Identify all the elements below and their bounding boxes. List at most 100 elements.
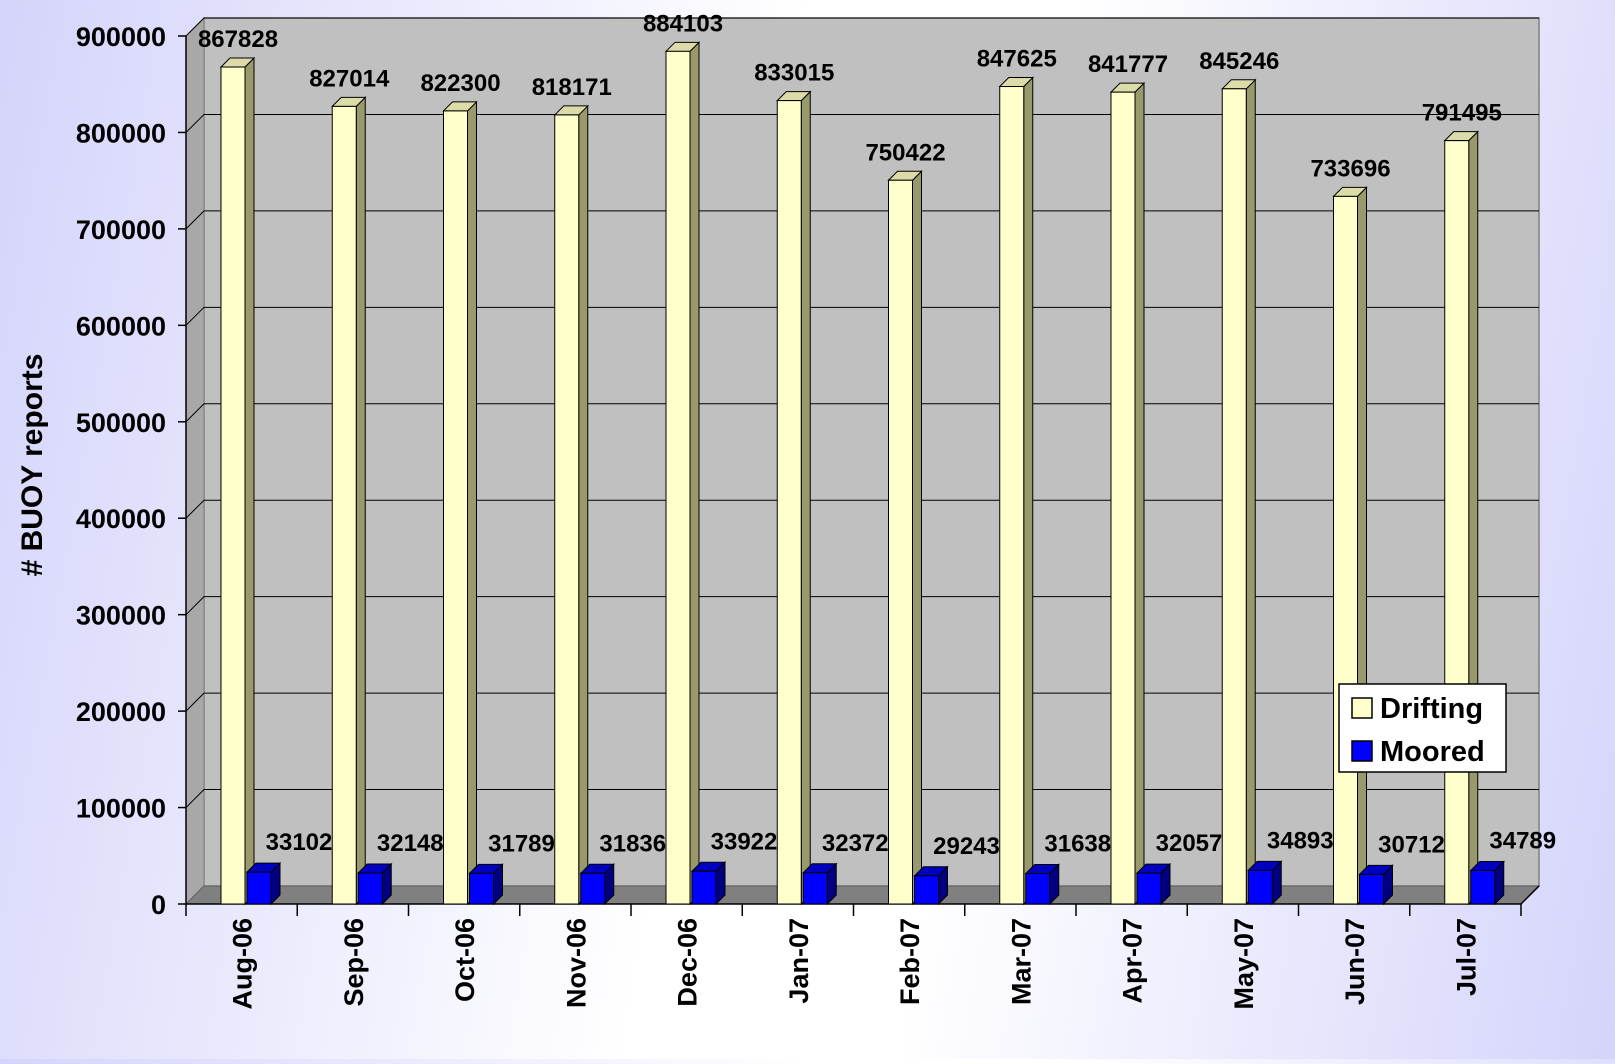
plot-side-wall [185,16,205,906]
legend-swatch-drifting [1351,697,1373,719]
drifting-bar [554,114,580,905]
drifting-data-label: 884103 [643,10,723,37]
drifting-bar-side [1023,76,1034,906]
drifting-bar-side [1357,186,1367,906]
moored-data-label: 33922 [711,828,778,855]
legend-label-moored: Moored [1380,736,1485,768]
x-axis-depth-line [1520,885,1540,905]
moored-bar [246,871,272,905]
moored-data-label: 32057 [1156,830,1223,857]
y-tick-label: 900000 [76,22,166,52]
y-tick-label: 300000 [76,601,166,631]
gridline [185,306,1539,326]
drifting-bar-side [912,170,922,906]
x-tick-label: Jun-07 [1340,918,1370,1005]
legend-swatch-moored [1351,740,1373,762]
drifting-data-label: 833015 [754,60,834,87]
drifting-bar-side [1134,81,1145,906]
drifting-bar [1444,140,1470,905]
moored-bar [1136,872,1162,905]
drifting-data-label: 827014 [309,65,390,92]
drifting-bar-side [800,90,811,906]
gridline [185,789,1539,808]
y-tick-label: 400000 [76,504,166,534]
moored-data-label: 33102 [266,829,333,856]
moored-data-label: 31789 [488,830,555,857]
drifting-bar-side [689,41,700,906]
moored-bar [914,875,939,905]
drifting-bar [443,110,468,905]
moored-bar [802,872,828,905]
moored-bar [1470,869,1496,905]
drifting-bar [1221,88,1247,905]
x-tick-label: Apr-07 [1118,918,1148,1004]
drifting-data-label: 841777 [1088,51,1168,78]
drifting-bar [1110,91,1136,905]
drifting-data-label: 733696 [1310,155,1390,182]
gridline [185,596,1539,616]
drifting-bar [665,50,691,905]
x-tick-label: Mar-07 [1006,918,1036,1005]
moored-data-label: 32148 [377,830,444,857]
drifting-bar-side [1245,78,1256,906]
drifting-data-label: 818171 [532,74,612,101]
drifting-bar [220,66,246,905]
y-tick-label: 700000 [76,215,166,245]
drifting-data-label: 791495 [1422,100,1502,127]
gridline [185,403,1539,423]
x-tick-label: Feb-07 [895,918,925,1005]
moored-data-label: 34893 [1267,827,1334,854]
gridline [185,210,1539,230]
x-tick-label: Nov-06 [561,918,591,1008]
x-tick-label: Jan-07 [784,918,814,1004]
moored-data-label: 30712 [1378,831,1445,858]
moored-bar [1359,873,1384,905]
x-tick-label: May-07 [1229,918,1259,1010]
drifting-data-label: 845246 [1199,48,1279,75]
moored-data-label: 29243 [933,833,1000,860]
drifting-data-label: 847625 [977,46,1057,73]
drifting-data-label: 867828 [198,26,278,53]
drifting-bar [999,86,1025,905]
drifting-bar-side [1468,130,1479,906]
moored-data-label: 34789 [1489,827,1556,854]
x-tick-label: Sep-06 [339,918,369,1007]
gridline [185,17,1539,37]
moored-data-label: 31836 [599,830,666,857]
drifting-bar-side [355,96,366,906]
legend-label-drifting: Drifting [1380,693,1483,725]
x-tick-label: Dec-06 [673,918,703,1007]
moored-bar [469,872,494,905]
moored-bar [691,870,717,905]
y-tick-label: 800000 [76,118,166,148]
drifting-bar [888,179,913,905]
x-tick-label: Jul-07 [1451,918,1481,996]
moored-bar [357,872,383,905]
moored-bar [1247,869,1273,905]
drifting-bar [331,105,357,905]
gridline [185,692,1539,712]
drifting-bar [776,100,802,905]
moored-data-label: 32372 [822,830,889,857]
drifting-bar [1333,195,1358,905]
moored-bar [1025,872,1051,905]
y-tick-label: 200000 [76,697,166,727]
x-tick-label: Oct-06 [450,918,480,1002]
y-tick-label: 0 [151,890,166,920]
drifting-data-label: 822300 [420,70,500,97]
drifting-bar-side [467,100,477,906]
moored-bar [580,872,606,905]
y-tick-label: 500000 [76,408,166,438]
gridline [185,499,1539,519]
moored-data-label: 31638 [1044,830,1111,857]
y-tick-label: 100000 [76,794,166,824]
drifting-bar-side [578,104,589,906]
y-tick-label: 600000 [76,311,166,341]
x-tick-label: Aug-06 [228,918,258,1010]
drifting-bar-side [244,56,255,906]
drifting-data-label: 750422 [865,139,945,166]
gridline [185,113,1539,133]
y-axis-title: # BUOY reports [16,354,49,577]
